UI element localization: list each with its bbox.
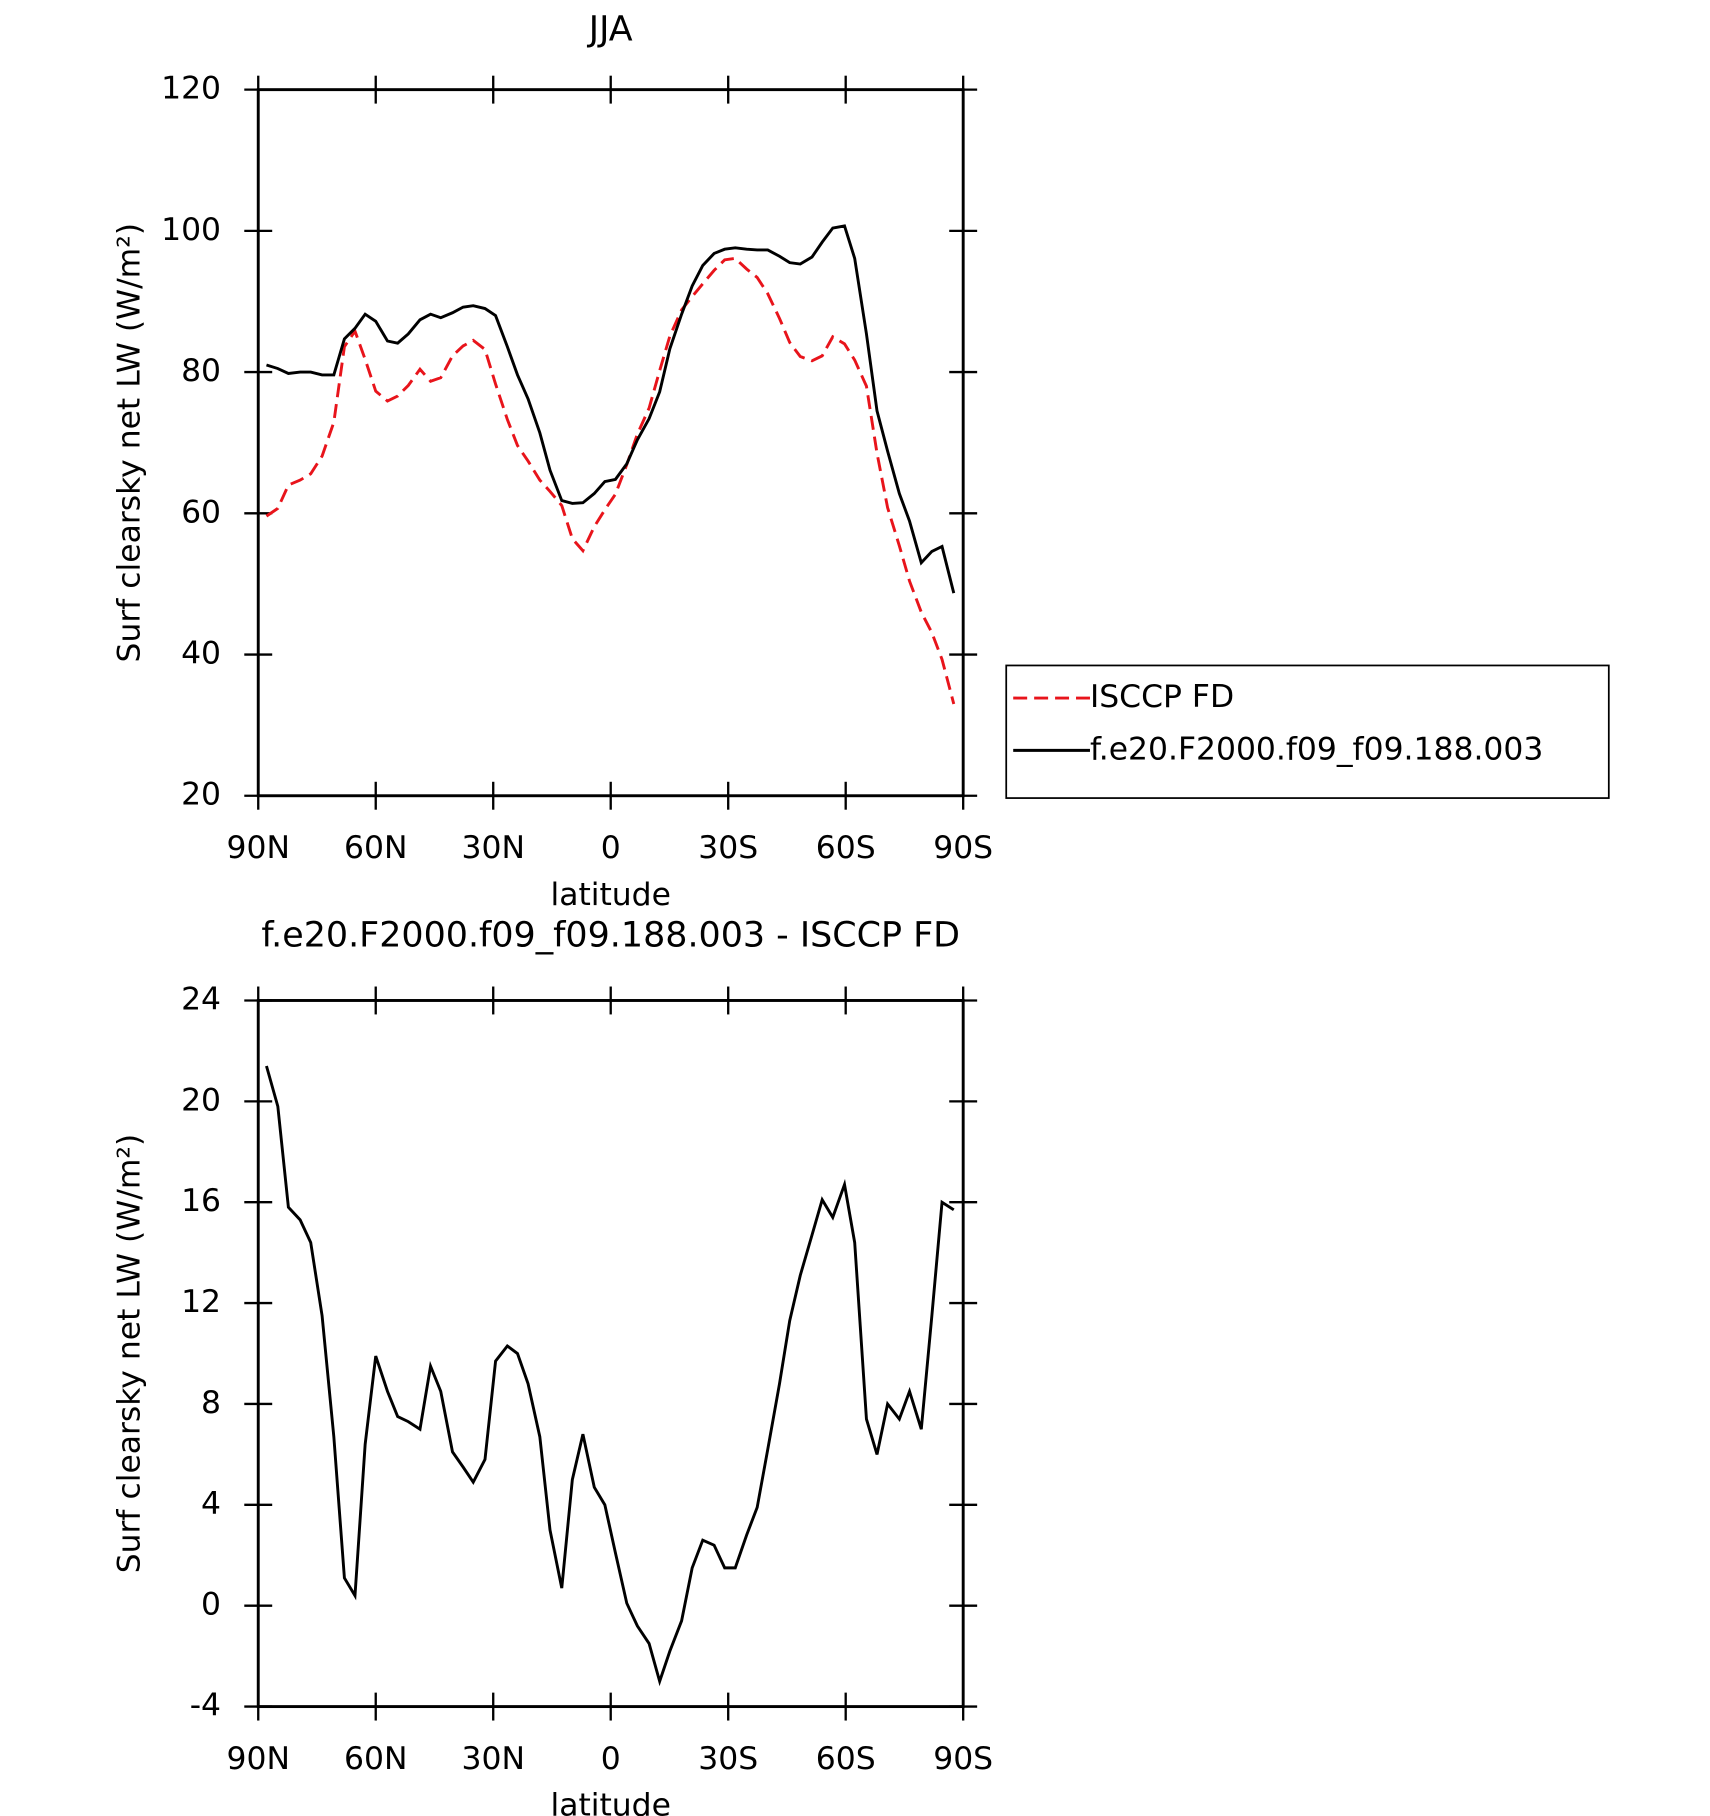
- y-axis-label: Surf clearsky net LW (W/m²): [111, 1134, 147, 1574]
- x-tick-label: 60N: [344, 830, 407, 866]
- x-axis-label: latitude: [550, 1788, 670, 1816]
- x-tick-label: 60N: [344, 1741, 407, 1777]
- legend-label: f.e20.F2000.f09_f09.188.003: [1090, 731, 1543, 767]
- y-tick-label: 40: [181, 636, 221, 672]
- y-tick-label: 20: [181, 1082, 221, 1118]
- x-tick-label: 30N: [462, 1741, 525, 1777]
- x-tick-label: 30S: [698, 830, 758, 866]
- chart-title: JJA: [587, 9, 633, 49]
- series-line: [266, 224, 956, 594]
- x-tick-label: 0: [601, 830, 621, 866]
- y-tick-label: 12: [181, 1284, 221, 1320]
- y-tick-label: 80: [181, 353, 221, 389]
- legend-box: [1005, 664, 1610, 799]
- x-tick-label: 0: [601, 1741, 621, 1777]
- chart-title: f.e20.F2000.f09_f09.188.003 - ISCCP FD: [261, 916, 960, 956]
- y-tick-label: 20: [181, 777, 221, 813]
- x-tick-label: 90N: [227, 1741, 290, 1777]
- series-line: [265, 1065, 955, 1687]
- x-tick-label: 30S: [698, 1741, 758, 1777]
- x-tick-label: 90S: [933, 1741, 993, 1777]
- legend-label: ISCCP FD: [1090, 679, 1234, 715]
- y-tick-label: 4: [201, 1486, 221, 1522]
- y-tick-label: 24: [181, 981, 221, 1017]
- x-tick-label: 30N: [462, 830, 525, 866]
- y-tick-label: 100: [161, 212, 221, 248]
- x-tick-label: 60S: [816, 830, 876, 866]
- y-tick-label: -4: [190, 1688, 221, 1724]
- x-tick-label: 60S: [816, 1741, 876, 1777]
- x-tick-label: 90N: [227, 830, 290, 866]
- x-tick-label: 90S: [933, 830, 993, 866]
- y-tick-label: 60: [181, 494, 221, 530]
- plot-frame: [256, 999, 965, 1709]
- y-tick-label: 16: [181, 1183, 221, 1219]
- y-tick-label: 0: [201, 1587, 221, 1623]
- y-tick-label: 120: [161, 71, 221, 107]
- plot-frame: [256, 88, 965, 798]
- y-tick-label: 8: [201, 1385, 221, 1421]
- series-line: [265, 256, 956, 705]
- x-axis-label: latitude: [550, 877, 670, 913]
- y-axis-label: Surf clearsky net LW (W/m²): [111, 223, 147, 663]
